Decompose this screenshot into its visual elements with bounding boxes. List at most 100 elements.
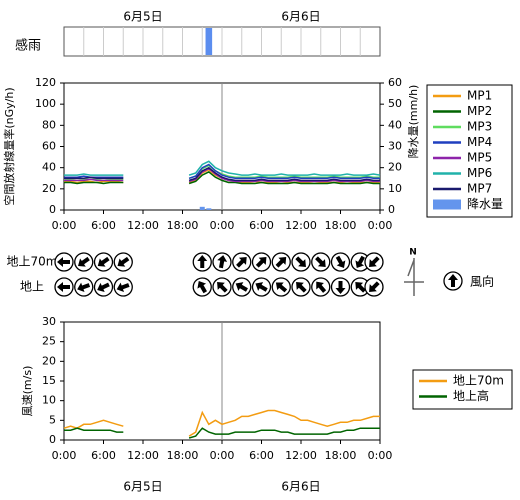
wind-arrow xyxy=(271,277,291,297)
arrow-shape xyxy=(117,256,130,267)
x-tick-label: 12:00 xyxy=(285,449,317,462)
x-tick-label: 18:00 xyxy=(325,449,357,462)
wind-arrow xyxy=(291,252,311,272)
x-tick-label: 6:00 xyxy=(249,449,274,462)
series-line xyxy=(64,166,380,182)
y-tick-label: 120 xyxy=(35,76,56,89)
y-tick-label: 0 xyxy=(388,203,395,216)
arrow-shape xyxy=(255,282,268,292)
wind-arrow xyxy=(251,277,272,297)
wind-arrow xyxy=(93,277,114,297)
arrow-shape xyxy=(97,282,110,292)
arrow-shape xyxy=(97,256,110,267)
series-line xyxy=(64,167,380,183)
wind-arrow xyxy=(291,277,311,297)
arrow-shape xyxy=(77,282,91,293)
compass-north: N xyxy=(409,248,417,258)
legend-box xyxy=(412,369,513,410)
wind-arrow xyxy=(113,252,133,272)
y-tick-label: 10 xyxy=(388,182,402,195)
precip-bar xyxy=(199,206,205,210)
series-line xyxy=(63,409,380,437)
wind-arrow xyxy=(192,252,212,272)
date-label: 6月6日 xyxy=(281,480,320,494)
x-tick-label: 6:00 xyxy=(91,219,116,232)
wind-arrow xyxy=(232,277,252,297)
legend-label: MP5 xyxy=(467,151,492,165)
wind-arrow xyxy=(212,277,232,297)
arrow-shape xyxy=(275,282,288,293)
wind-arrow xyxy=(251,252,272,272)
wind-arrow xyxy=(350,252,370,272)
wind-arrow xyxy=(350,277,370,297)
x-tick-label: 0:00 xyxy=(52,449,77,462)
y-axis-label: 風速(m/s) xyxy=(21,366,34,417)
series-line xyxy=(64,160,381,176)
row-label: 地上70m xyxy=(7,255,58,269)
date-label: 6月5日 xyxy=(123,10,162,24)
legend-label: 地上高 xyxy=(453,388,489,403)
arrow-shape xyxy=(355,282,366,293)
x-tick-label: 18:00 xyxy=(167,449,199,462)
legend-label: MP3 xyxy=(467,120,492,134)
series-line xyxy=(64,427,380,439)
rain-period xyxy=(205,28,213,55)
x-tick-label: 0:00 xyxy=(210,219,235,232)
wind-arrow xyxy=(74,277,94,297)
y-tick-label: 60 xyxy=(388,76,402,89)
legend-label: 風向 xyxy=(470,274,494,289)
legend-label: MP1 xyxy=(467,89,492,103)
legend-label: 地上70m xyxy=(453,374,504,388)
wind-arrow xyxy=(232,252,252,272)
x-tick-label: 0:00 xyxy=(368,449,393,462)
y-tick-label: 25 xyxy=(42,335,56,348)
arrow-shape xyxy=(235,282,248,292)
wind-arrow xyxy=(54,277,74,297)
wind-arrow xyxy=(74,252,94,272)
y-tick-label: 20 xyxy=(42,354,56,367)
wind-arrow xyxy=(311,277,331,297)
arrow-shape xyxy=(315,256,326,267)
x-tick-label: 12:00 xyxy=(285,219,317,232)
wind-arrow xyxy=(364,277,384,297)
arrow-shape xyxy=(355,255,365,269)
wind-arrow xyxy=(330,277,351,297)
date-label: 6月6日 xyxy=(281,10,320,24)
y-tick-label: 100 xyxy=(35,97,56,110)
date-label: 6月5日 xyxy=(123,480,162,494)
arrow-shape xyxy=(197,255,208,268)
x-tick-label: 12:00 xyxy=(127,449,159,462)
x-tick-label: 0:00 xyxy=(52,219,77,232)
arrow-shape xyxy=(217,282,228,293)
arrow-shape xyxy=(255,257,267,268)
y-tick-label: 0 xyxy=(49,433,56,446)
x-tick-label: 6:00 xyxy=(91,449,116,462)
row-label: 地上 xyxy=(20,280,44,294)
arrow-shape xyxy=(217,255,228,269)
legend-label: 降水量 xyxy=(467,197,503,211)
legend-label: MP4 xyxy=(467,135,492,149)
x-tick-label: 18:00 xyxy=(167,219,199,232)
arrow-shape xyxy=(197,280,207,294)
arrow-shape xyxy=(116,282,130,293)
y-tick-label: 15 xyxy=(42,374,56,387)
y2-axis-label: 降水量(mm/h) xyxy=(406,85,420,159)
y-tick-label: 10 xyxy=(42,394,56,407)
x-tick-label: 18:00 xyxy=(325,219,357,232)
wind-arrow xyxy=(192,277,212,297)
wind-arrow xyxy=(93,252,114,272)
x-tick-label: 0:00 xyxy=(368,219,393,232)
y-axis-label: 空間放射線量率(nGy/h) xyxy=(2,87,16,205)
arrow-shape xyxy=(335,255,346,269)
y-tick-label: 80 xyxy=(42,118,56,131)
x-tick-label: 12:00 xyxy=(127,219,159,232)
arrow-shape xyxy=(78,256,90,267)
y-tick-label: 20 xyxy=(388,161,402,174)
arrow-shape xyxy=(296,282,307,293)
arrow-shape xyxy=(236,257,247,268)
precip-bar xyxy=(206,208,212,210)
y-tick-label: 20 xyxy=(42,182,56,195)
y-tick-label: 30 xyxy=(42,315,56,328)
y-tick-label: 5 xyxy=(49,413,56,426)
